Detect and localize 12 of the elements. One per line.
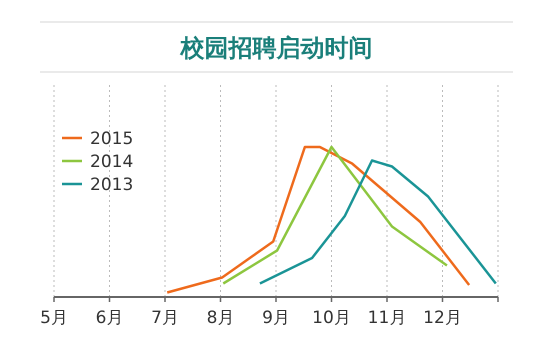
x-tick-label: 11月 — [368, 308, 406, 328]
legend-label: 2014 — [90, 152, 134, 172]
legend-label: 2015 — [90, 129, 134, 149]
x-tick-label: 10月 — [312, 308, 351, 328]
x-tick-label: 8月 — [206, 308, 234, 328]
x-tick-label: 5月 — [40, 308, 68, 328]
x-tick-label: 7月 — [151, 308, 179, 328]
x-tick-label: 6月 — [96, 308, 124, 328]
chart-title: 校园招聘启动时间 — [180, 34, 372, 62]
x-tick-label: 12月 — [423, 308, 462, 328]
x-tick-label: 9月 — [262, 308, 290, 328]
legend-label: 2013 — [90, 175, 134, 195]
